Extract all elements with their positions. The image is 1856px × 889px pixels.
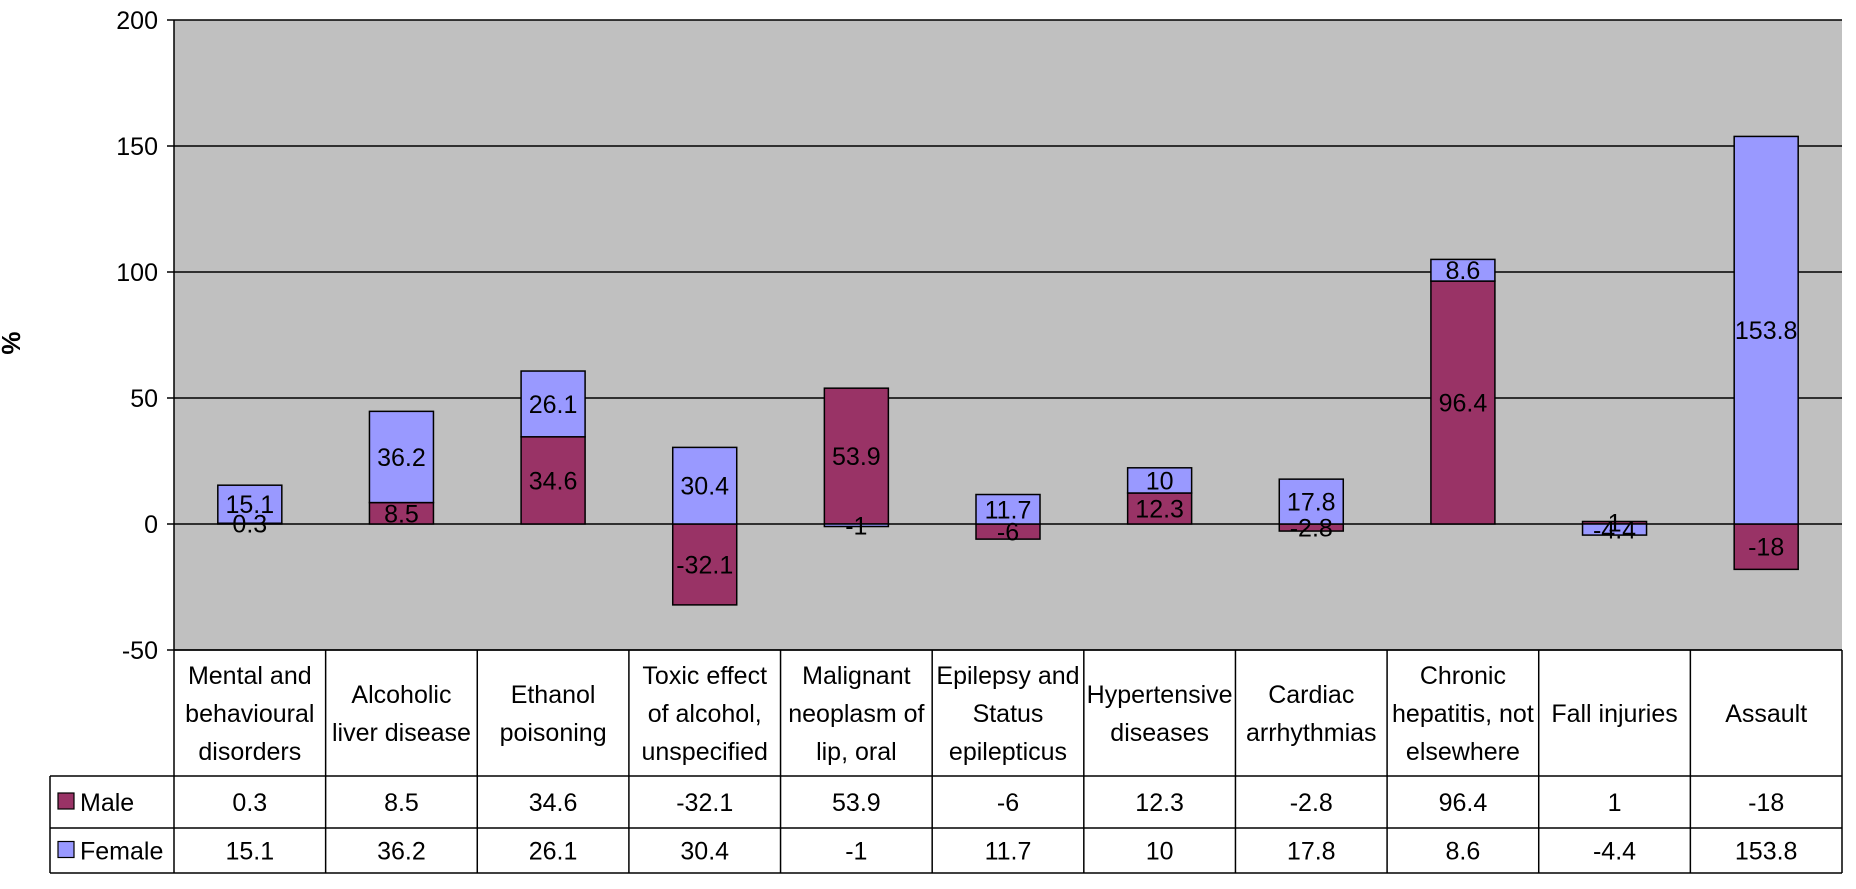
- table-cell-male: 53.9: [832, 789, 881, 817]
- table-cell-male: -32.1: [676, 789, 733, 817]
- table-cell-male: 8.5: [384, 789, 419, 817]
- bars-group: [217, 135, 1799, 606]
- table-cell-female: 11.7: [985, 838, 1032, 866]
- bar-value-label-male: -32.1: [676, 551, 733, 579]
- bar-value-label-male: 12.3: [1135, 496, 1184, 524]
- bar-value-label-male: -18: [1748, 534, 1784, 562]
- legend-label-male: Male: [80, 789, 134, 817]
- table-cell-female: 17.8: [1287, 838, 1336, 866]
- data-table: Mental and behavioural disorders Alcoholic l…: [49, 649, 1843, 874]
- bar-value-label-female: 17.8: [1287, 489, 1336, 517]
- bar-female: [975, 493, 1041, 525]
- bar-value-label-female: -4.4: [1593, 517, 1636, 545]
- table-cell-female: 10: [1146, 838, 1174, 866]
- bar-value-label-female: 26.1: [529, 391, 578, 419]
- y-tick-label: 0: [144, 511, 158, 539]
- bar-value-label-male: 53.9: [832, 443, 881, 471]
- category-label: Malignant neoplasm of lip, oral: [788, 662, 924, 766]
- bar-value-label-male: 1: [1608, 510, 1622, 538]
- bar-value-label-female: -1: [845, 512, 867, 540]
- y-tick-label: 200: [116, 7, 158, 35]
- bar-value-label-female: 8.6: [1446, 257, 1481, 285]
- table-cell-female: 36.2: [377, 838, 426, 866]
- category-label: Epilepsy and Status epilepticus: [936, 662, 1079, 766]
- bar-female: [520, 370, 586, 438]
- legend-key-female: [57, 840, 75, 859]
- y-tick-label: 150: [116, 133, 158, 161]
- table-cell-male: -6: [997, 789, 1019, 817]
- table-cell-female: 8.6: [1446, 838, 1481, 866]
- y-tick-label: -50: [122, 637, 158, 665]
- plot-area: [174, 20, 1842, 650]
- table-cell-female: 153.8: [1735, 838, 1798, 866]
- bar-female: [1278, 478, 1345, 525]
- bar-male: [1430, 280, 1496, 525]
- bar-female: [823, 523, 890, 528]
- table-cell-female: 15.1: [225, 838, 274, 866]
- bar-labels-group: 0.315.1 8.536.234.626.1-32.130.453.9-1 -61…: [225, 257, 1797, 579]
- y-axis: -50 0 50 100 150 200: [116, 7, 175, 665]
- bar-value-label-female: 15.1: [225, 491, 274, 519]
- bar-female: [1430, 258, 1496, 282]
- category-label: Fall injuries: [1551, 700, 1677, 728]
- bar-value-label-female: 153.8: [1735, 317, 1798, 345]
- table-cell-female: 26.1: [529, 838, 578, 866]
- bar-female: [1126, 467, 1193, 494]
- legend-label-female: Female: [80, 838, 163, 866]
- bar-value-label-female: 11.7: [985, 496, 1032, 524]
- table-cell-male: 96.4: [1439, 789, 1488, 817]
- table-cell-male: -2.8: [1290, 789, 1333, 817]
- bar-value-label-male: 34.6: [529, 467, 578, 495]
- bar-value-label-male: 0.3: [232, 511, 267, 539]
- bar-male: [520, 436, 586, 525]
- y-tick-label: 100: [116, 259, 158, 287]
- category-label: Alcoholic liver disease: [332, 681, 471, 747]
- bar-value-label-male: 8.5: [384, 500, 419, 528]
- category-label: Chronic hepatitis, not elsewhere: [1392, 662, 1534, 766]
- bar-value-label-male: -2.8: [1290, 515, 1333, 543]
- table-cell-female: -4.4: [1593, 838, 1636, 866]
- table-cell-male: 1: [1608, 789, 1622, 817]
- table-cell-male: -18: [1748, 789, 1784, 817]
- category-label: Mental and behavioural disorders: [185, 662, 314, 766]
- table-cell-male: 34.6: [529, 789, 578, 817]
- category-label: Assault: [1725, 700, 1807, 728]
- bar-female: [1581, 523, 1648, 536]
- bar-male: [1126, 492, 1193, 525]
- bar-value-label-male: 96.4: [1439, 390, 1488, 418]
- legend-key-male: [57, 792, 75, 810]
- category-label: Hypertensive diseases: [1087, 681, 1233, 747]
- table-cell-male: 12.3: [1135, 789, 1184, 817]
- bar-value-label-female: 30.4: [680, 473, 729, 501]
- bar-female: [1733, 135, 1799, 525]
- y-tick-label: 50: [130, 385, 158, 413]
- bar-male: [671, 523, 738, 606]
- bar-female: [671, 446, 738, 525]
- category-label: Toxic effect of alcohol, unspecified: [641, 662, 767, 766]
- table-cell-male: 0.3: [232, 789, 267, 817]
- category-label: Cardiac arrhythmias: [1246, 681, 1377, 747]
- table-cell-female: -1: [845, 838, 867, 866]
- y-axis-label: %: [0, 331, 26, 354]
- bar-value-label-female: 10: [1146, 467, 1174, 495]
- bar-female: [217, 484, 283, 524]
- table-cell-female: 30.4: [680, 838, 729, 866]
- bar-female: [368, 410, 435, 504]
- bar-value-label-male: -6: [997, 519, 1019, 547]
- bar-value-label-female: 36.2: [377, 444, 426, 472]
- category-label: Ethanol poisoning: [500, 681, 607, 747]
